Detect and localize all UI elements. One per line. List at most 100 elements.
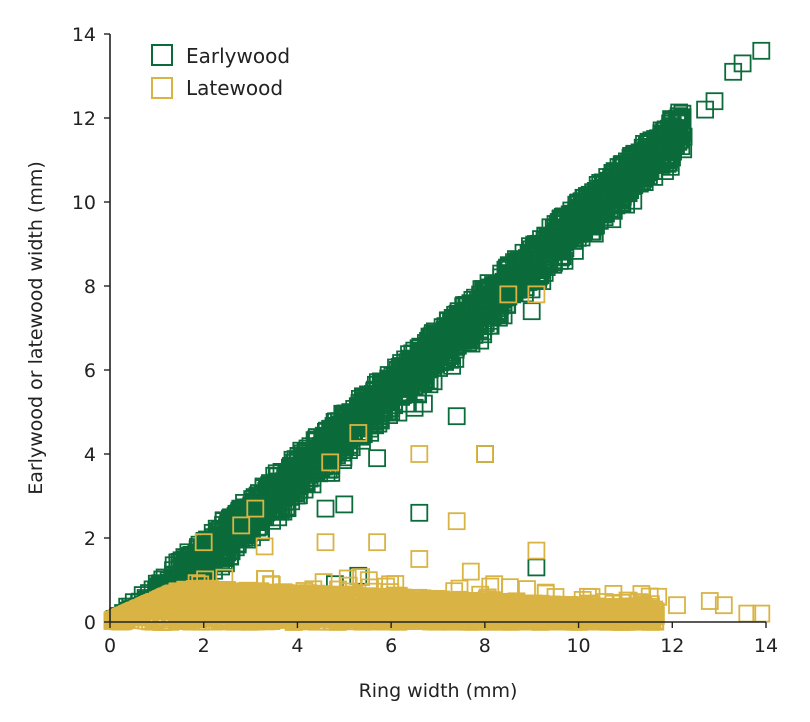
earlywood-point	[410, 503, 429, 522]
earlywood-point	[625, 159, 644, 178]
earlywood-point	[282, 486, 301, 505]
latewood-point	[154, 602, 173, 620]
latewood-point	[159, 587, 178, 606]
latewood-point	[273, 595, 292, 613]
earlywood-point	[405, 398, 424, 417]
earlywood-point	[518, 249, 537, 268]
earlywood-point	[366, 396, 385, 415]
earlywood-point	[451, 326, 470, 345]
latewood-point	[511, 611, 530, 630]
earlywood-point	[705, 92, 724, 111]
earlywood-point	[306, 459, 325, 478]
earlywood-point	[443, 356, 462, 375]
legend-label-latewood: Latewood	[186, 76, 283, 100]
y-tick-label: 8	[84, 276, 96, 298]
latewood-point	[560, 601, 579, 620]
earlywood-point	[312, 440, 331, 459]
x-tick-label: 2	[198, 635, 210, 657]
earlywood-point	[603, 165, 622, 184]
latewood-point	[551, 606, 569, 625]
latewood-point	[260, 590, 278, 608]
earlywood-point	[476, 291, 495, 309]
latewood-point	[475, 611, 494, 630]
latewood-point	[349, 424, 368, 442]
earlywood-point	[578, 187, 596, 205]
earlywood-point	[254, 479, 273, 498]
earlywood-point	[368, 449, 387, 468]
latewood-point	[414, 591, 433, 610]
earlywood-point	[442, 322, 461, 341]
latewood-point	[337, 587, 356, 605]
earlywood-point	[471, 331, 490, 350]
earlywood-point	[644, 138, 663, 157]
latewood-point	[368, 533, 387, 552]
legend-marker-earlywood	[151, 44, 173, 66]
latewood-point	[447, 512, 466, 531]
earlywood-point	[334, 451, 353, 470]
earlywood-point	[583, 222, 602, 241]
latewood-point	[454, 610, 473, 629]
earlywood-point	[387, 373, 406, 391]
latewood-point	[714, 596, 733, 615]
latewood-point	[354, 606, 372, 625]
earlywood-point	[620, 153, 638, 172]
earlywood-point	[547, 222, 566, 241]
latewood-point	[404, 611, 423, 630]
earlywood-point	[437, 325, 456, 344]
latewood-point	[164, 606, 183, 625]
latewood-point	[144, 598, 162, 617]
y-tick-label: 0	[84, 612, 96, 634]
latewood-point	[308, 606, 327, 625]
latewood-point	[410, 550, 429, 568]
latewood-point	[261, 584, 280, 602]
earlywood-point	[475, 303, 494, 322]
earlywood-point	[405, 353, 424, 372]
latewood-point	[668, 596, 686, 615]
earlywood-point	[301, 450, 320, 469]
latewood-point	[649, 587, 668, 606]
y-axis-label: Earlywood or latewood width (mm)	[25, 161, 47, 495]
latewood-point	[283, 594, 301, 613]
earlywood-point	[658, 135, 677, 154]
earlywood-point	[354, 422, 373, 441]
latewood-point	[250, 593, 269, 612]
earlywood-point	[594, 205, 612, 224]
latewood-point	[112, 608, 130, 626]
earlywood-point	[216, 549, 235, 567]
earlywood-point	[554, 225, 573, 244]
latewood-point	[494, 610, 513, 629]
latewood-point	[170, 583, 189, 601]
earlywood-point	[447, 407, 466, 426]
latewood-point	[621, 601, 640, 619]
legend-marker-latewood	[151, 77, 173, 99]
earlywood-point	[383, 367, 402, 385]
x-tick-label: 4	[291, 635, 303, 657]
latewood-point	[376, 608, 395, 627]
latewood-point	[232, 516, 251, 535]
latewood-point	[246, 499, 265, 518]
latewood-point	[461, 562, 480, 581]
latewood-point	[455, 607, 474, 626]
latewood-point	[527, 541, 546, 560]
earlywood-point	[414, 394, 433, 413]
x-tick-label: 6	[385, 635, 397, 657]
y-tick-label: 10	[72, 192, 96, 214]
earlywood-point	[621, 162, 640, 181]
latewood-point	[443, 609, 461, 627]
earlywood-point	[537, 258, 556, 277]
earlywood-point	[350, 411, 369, 430]
earlywood-point	[575, 188, 593, 207]
x-tick-label: 0	[104, 635, 116, 657]
latewood-point	[541, 610, 559, 629]
earlywood-point	[220, 547, 239, 565]
earlywood-point	[277, 463, 296, 482]
latewood-point	[316, 533, 335, 552]
earlywood-point	[536, 238, 555, 257]
earlywood-point	[496, 275, 515, 294]
earlywood-point	[267, 501, 286, 520]
latewood-point	[195, 607, 214, 625]
latewood-point	[410, 445, 429, 463]
earlywood-point	[213, 530, 232, 548]
earlywood-point	[522, 302, 541, 321]
